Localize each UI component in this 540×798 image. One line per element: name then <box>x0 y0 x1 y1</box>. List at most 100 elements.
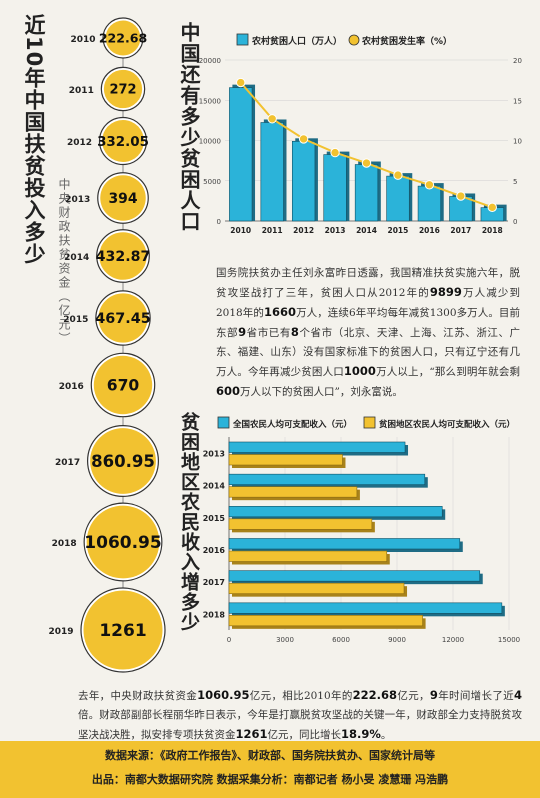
bubble-year-label: 2012 <box>67 138 92 148</box>
x-tick-label: 2010 <box>230 226 251 235</box>
legend-swatch-bars <box>236 33 249 46</box>
bubble-value-label: 670 <box>107 377 140 395</box>
footer: 数据来源：《政府工作报告》、财政部、国务院扶贫办、国家统计局等 出品：南都大数据… <box>0 741 540 798</box>
y-right-tick-label: 0 <box>513 218 517 226</box>
bar-2013 <box>323 154 347 222</box>
highlight-number: 1000 <box>343 364 376 378</box>
bubble-value-label: 1060.95 <box>84 533 161 553</box>
bubble-value-label: 272 <box>109 83 136 98</box>
bubble-value-label: 222.68 <box>99 31 147 46</box>
y-tick-label: 2014 <box>203 482 226 491</box>
text-segment: 省市已有 <box>246 327 291 339</box>
y-tick-label: 2017 <box>203 578 225 587</box>
bubble-year-label: 2018 <box>52 539 77 549</box>
text-segment: 万人以下的贫困人口”，刘永富说。 <box>240 386 403 398</box>
y-left-tick-label: 5000 <box>203 178 221 186</box>
x-tick-label: 2017 <box>450 226 471 235</box>
bubble-2013 <box>100 175 146 221</box>
line-point-2016 <box>424 180 435 190</box>
y-left-tick-label: 20000 <box>199 57 221 65</box>
paragraph-1: 国务院扶贫办主任刘永富昨日透露，我国精准扶贫实施六年，脱贫攻坚战打了三年，贫困人… <box>216 264 520 402</box>
legend-label-bars: 农村贫困人口（万人） <box>251 35 342 47</box>
line-point-2011 <box>267 114 277 124</box>
bubble-value-label: 394 <box>108 191 137 207</box>
bubble-2010 <box>105 20 141 56</box>
footer-source: 数据来源：《政府工作报告》、财政部、国务院扶贫办、国家统计局等 <box>105 749 435 762</box>
y-left-tick-label: 15000 <box>199 97 221 105</box>
line-point-2012 <box>298 134 309 144</box>
bubble-2017 <box>90 428 156 494</box>
x-tick-label: 9000 <box>388 636 406 644</box>
text-segment: 万人，连续6年平均每年减贫1300多万人。目前东部 <box>216 307 520 339</box>
bubble-year-label: 2013 <box>65 195 90 205</box>
bar-national-2014 <box>228 473 426 485</box>
x-tick-label: 12000 <box>442 636 464 644</box>
bar-2016 <box>417 185 442 222</box>
paragraph-2: 去年，中央财政扶贫资金1060.95亿元，相比2010年的222.68亿元，9年… <box>78 686 522 745</box>
footer-credits: 出品：南都大数据研究院 数据采集分析：南都记者 杨小旻 凌慧珊 冯浩鹏 <box>91 773 449 786</box>
bar-poor-areas-2014 <box>228 486 358 498</box>
highlight-number: 600 <box>216 384 241 398</box>
bar-2012 <box>291 141 316 222</box>
bar-2010 <box>229 87 253 222</box>
legend-label-poor-areas: 贫困地区农民人均可支配收入（元） <box>378 419 515 430</box>
line-point-2010 <box>236 77 246 88</box>
x-tick-label: 2011 <box>262 226 283 235</box>
bubble-value-label: 332.05 <box>97 135 149 150</box>
text-segment: 。 <box>380 729 392 741</box>
bubble-2011 <box>103 69 143 109</box>
highlight-number: 1660 <box>263 305 296 319</box>
legend-swatch-line <box>348 34 360 46</box>
y-tick-label: 2016 <box>203 546 226 555</box>
x-tick-label: 3000 <box>276 636 294 644</box>
left-panel-title: 近10年中国扶贫投入多少 <box>22 14 46 266</box>
highlight-number: 1060.95 <box>197 688 250 702</box>
bubble-value-label: 432.87 <box>96 249 151 265</box>
highlight-number: 8 <box>290 325 299 339</box>
bubble-year-label: 2017 <box>55 458 80 468</box>
bubble-year-label: 2010 <box>70 35 95 45</box>
line-point-2017 <box>456 191 466 201</box>
text-segment: 万人以上，“那么到明年就会剩 <box>375 366 521 378</box>
y-left-tick-label: 10000 <box>199 138 221 146</box>
x-tick-label: 2014 <box>356 226 377 235</box>
x-tick-label: 2018 <box>482 226 503 235</box>
bubble-year-label: 2014 <box>64 253 89 263</box>
highlight-number: 9 <box>238 325 247 339</box>
text-segment: 万人减少到2018年的 <box>216 287 520 319</box>
highlight-number: 9899 <box>429 285 462 299</box>
bubble-year-label: 2011 <box>69 86 94 96</box>
x-tick-label: 2012 <box>293 226 314 235</box>
text-segment: 亿元，同比增长 <box>267 729 342 741</box>
y-right-tick-label: 20 <box>513 57 522 65</box>
legend-label-national: 全国农民人均可支配收入（元） <box>232 419 352 430</box>
bubble-year-label: 2019 <box>48 627 73 637</box>
highlight-number: 222.68 <box>352 688 398 702</box>
legend-label-line: 农村贫困发生率（%） <box>361 35 452 47</box>
bubble-2012 <box>102 120 144 162</box>
text-segment: 个省市（北京、天津、上海、江苏、浙江、广东、福建、山东）没有国家标准下的贫困人口… <box>216 327 521 378</box>
bubble-2018 <box>86 505 160 579</box>
bar-national-2015 <box>228 506 443 518</box>
x-tick-label: 0 <box>227 636 231 644</box>
y-right-tick-label: 5 <box>513 178 517 186</box>
y-tick-label: 2013 <box>203 450 225 459</box>
bar-national-2017 <box>228 570 481 582</box>
bar-national-2018 <box>228 602 503 614</box>
bar-poor-areas-2013 <box>228 454 343 466</box>
bubble-value-label: 467.45 <box>95 311 151 327</box>
legend-swatch-national <box>217 416 230 429</box>
bar-poor-areas-2018 <box>228 615 423 627</box>
text-segment: 国务院扶贫办主任刘永富昨日透露，我国精准扶贫实施六年，脱贫攻坚战打了三年，贫困人… <box>216 267 520 299</box>
y-right-tick-label: 10 <box>513 138 522 146</box>
highlight-number: 9 <box>429 688 438 702</box>
bar-national-2013 <box>228 441 406 453</box>
bubble-2019 <box>83 590 163 670</box>
bubble-value-label: 860.95 <box>91 452 155 471</box>
bubble-2014 <box>99 232 147 280</box>
y-left-tick-label: 0 <box>217 218 221 226</box>
top-chart-title: 中国还有多少贫困人口 <box>177 22 201 232</box>
bar-poor-areas-2015 <box>228 518 373 530</box>
text-segment: 年时间增长了近 <box>437 690 514 702</box>
